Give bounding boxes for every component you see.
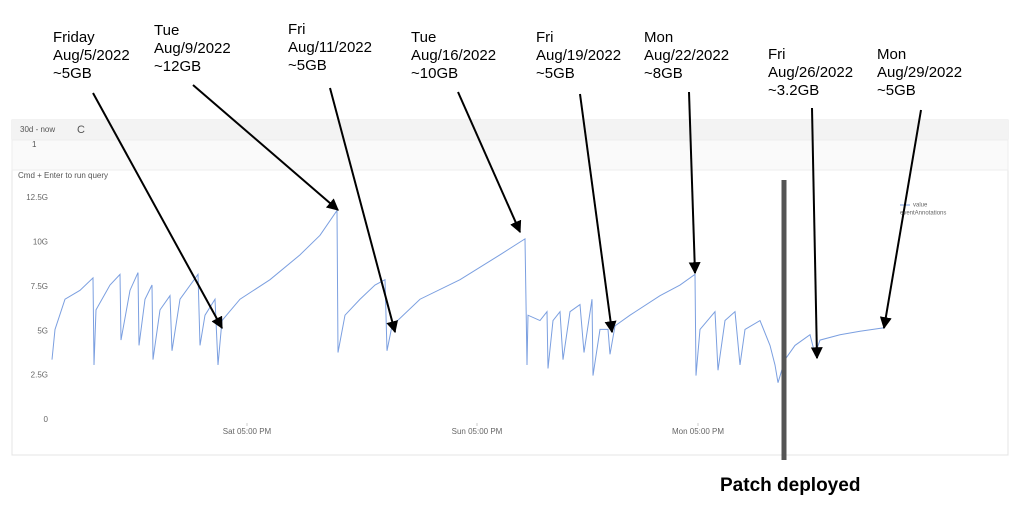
- annotation-text: ~5GB: [288, 57, 327, 74]
- annotation-text: Aug/9/2022: [154, 40, 231, 57]
- annotation-text: ~10GB: [411, 65, 458, 82]
- annotation-text: Aug/22/2022: [644, 47, 729, 64]
- annotation-text: ~5GB: [877, 82, 916, 99]
- y-tick-label: 7.5G: [31, 282, 48, 291]
- annotation-text: Fri: [536, 29, 554, 46]
- annotation-text: Aug/26/2022: [768, 64, 853, 81]
- annotation-text: Fri: [768, 46, 786, 63]
- refresh-icon[interactable]: C: [77, 124, 85, 136]
- legend-label: eventAnnotations: [900, 211, 946, 217]
- annotation-text: Aug/11/2022: [288, 39, 372, 56]
- annotation-arrow: [810, 107, 823, 360]
- y-tick-label: 0: [44, 415, 49, 424]
- series-line: [51, 208, 886, 383]
- y-tick-label: 2.5G: [31, 371, 48, 380]
- annotation-arrow: [329, 87, 399, 334]
- query-bar: [12, 120, 1008, 140]
- x-tick-label: Sun 05:00 PM: [452, 427, 503, 436]
- time-range[interactable]: 30d - now: [20, 125, 55, 134]
- annotation-text: Aug/29/2022: [877, 64, 962, 81]
- annotation-text: Friday: [53, 29, 95, 46]
- annotation-text: Tue: [154, 22, 179, 39]
- annotation-text: ~5GB: [536, 65, 575, 82]
- annotation-text: Mon: [644, 29, 673, 46]
- annotation-text: Aug/5/2022: [53, 47, 130, 64]
- annotation-text: Aug/19/2022: [536, 47, 621, 64]
- annotation-text: ~3.2GB: [768, 82, 819, 99]
- annotation-arrow: [688, 91, 701, 275]
- annotation-text: Tue: [411, 29, 436, 46]
- annotation-arrow: [92, 92, 223, 330]
- x-tick-label: Sat 05:00 PM: [223, 427, 272, 436]
- y-tick-label: 12.5G: [26, 193, 48, 202]
- annotation-arrow: [192, 84, 339, 211]
- query-hint: Cmd + Enter to run query: [18, 171, 108, 180]
- patch-label: Patch deployed: [720, 475, 860, 496]
- annotation-arrow: [879, 109, 922, 330]
- y-tick-label: 10G: [33, 238, 48, 247]
- panel: [11, 119, 1009, 456]
- annotation-text: ~5GB: [53, 65, 92, 82]
- chart: 0 2.5G 5G 7.5G 10G 12.5G Sat 05:00 PM Sun 05:00…: [26, 193, 946, 436]
- annotation-text: ~8GB: [644, 65, 683, 82]
- x-tick-label: Mon 05:00 PM: [672, 427, 724, 436]
- annotation-text: Fri: [288, 21, 306, 38]
- annotation-text: Mon: [877, 46, 906, 63]
- annotation-text: ~12GB: [154, 58, 201, 75]
- legend-label: value: [913, 203, 928, 209]
- annotation-arrow: [579, 93, 617, 334]
- y-tick-label: 5G: [37, 326, 48, 335]
- annotation-text: Aug/16/2022: [411, 47, 496, 64]
- editor-line-number: 1: [32, 140, 37, 149]
- query-editor[interactable]: [11, 139, 1009, 171]
- annotation-arrow: [457, 91, 522, 234]
